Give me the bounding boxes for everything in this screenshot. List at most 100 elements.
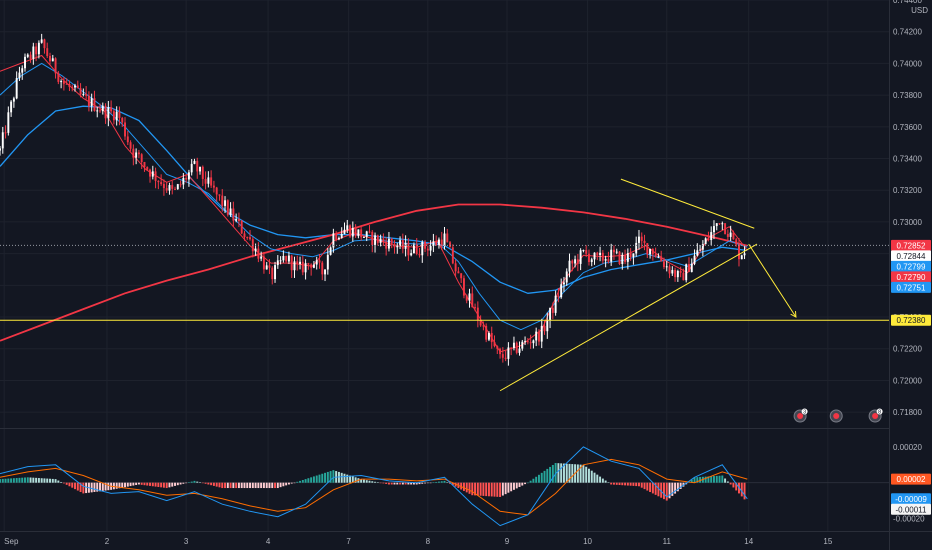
macd-histogram-bar: [193, 480, 196, 483]
candle-body: [604, 259, 607, 261]
candle-body: [471, 293, 474, 308]
candle-body: [207, 177, 210, 184]
price-label-text: 0.72844: [897, 252, 926, 261]
candle-body: [54, 58, 57, 74]
macd-histogram-bar: [615, 482, 618, 485]
candle-body: [179, 184, 182, 186]
candle-body: [418, 253, 421, 256]
macd-histogram-bar: [726, 481, 729, 483]
candle-body: [693, 255, 696, 264]
price-label-text: 0.72790: [897, 273, 926, 282]
candle-body: [249, 237, 252, 240]
candle-body: [357, 229, 360, 237]
candle-body: [290, 255, 293, 271]
candle-body: [724, 223, 727, 235]
macd-histogram-bar: [332, 470, 335, 483]
candle-body: [90, 98, 93, 107]
macd-histogram-bar: [57, 480, 60, 483]
candle-body: [649, 248, 652, 255]
candle-body: [265, 265, 268, 270]
candle-body: [674, 270, 677, 278]
candle-body: [362, 236, 365, 238]
macd-histogram-bar: [371, 481, 374, 483]
candle-body: [374, 235, 377, 245]
candle-body: [82, 93, 85, 95]
candle-body: [93, 98, 96, 111]
macd-histogram-bar: [415, 482, 418, 485]
macd-histogram-bar: [215, 482, 218, 487]
drawings[interactable]: [499, 178, 797, 392]
time-tick-label: 11: [663, 537, 672, 546]
macd-histogram-bar: [649, 482, 652, 492]
macd-histogram-bar: [104, 482, 107, 491]
candle-body: [593, 252, 596, 260]
macd-histogram-bar: [443, 480, 446, 483]
candle-body: [526, 341, 529, 343]
candle-body: [237, 219, 240, 222]
macd-histogram-bar: [174, 482, 176, 486]
candle-body: [615, 251, 618, 253]
candle-body: [171, 185, 174, 189]
candle-body: [360, 229, 363, 238]
price-label-text: 0.00002: [897, 475, 926, 484]
macd-histogram-bar: [71, 482, 74, 488]
candle-body: [537, 331, 540, 342]
macd-histogram-bar: [674, 482, 677, 494]
candle-body: [124, 122, 126, 137]
candle-body: [99, 110, 101, 112]
macd-pane: [0, 446, 889, 527]
macd-histogram-bar: [718, 475, 721, 483]
candle-body: [571, 260, 574, 264]
candle-body: [560, 284, 563, 298]
macd-histogram-bar: [582, 464, 585, 483]
candle-body: [243, 233, 246, 237]
candle-body: [668, 266, 671, 274]
macd-histogram-bar: [676, 482, 679, 492]
macd-histogram-bar: [268, 482, 271, 489]
macd-histogram-bar: [451, 482, 454, 486]
price-label-text: 0.72751: [897, 283, 926, 292]
macd-histogram-bar: [226, 482, 229, 489]
macd-histogram-bar: [176, 482, 179, 486]
candle-body: [215, 187, 218, 195]
macd-histogram-bar: [585, 466, 588, 483]
candle-body: [465, 295, 468, 301]
candle-body: [104, 105, 107, 119]
macd-histogram-bar: [387, 482, 390, 485]
candle-body: [129, 142, 132, 149]
macd-histogram-bar: [665, 482, 668, 501]
candle-body: [199, 166, 201, 172]
macd-histogram-bar: [646, 482, 649, 491]
macd-histogram-bar: [729, 482, 732, 485]
candle-body: [568, 260, 571, 272]
event-flag-dot: [872, 413, 879, 419]
macd-histogram-bar: [257, 482, 260, 489]
candle-body: [115, 111, 118, 121]
macd-histogram-bar: [696, 477, 699, 483]
macd-histogram-bar: [301, 480, 304, 483]
macd-histogram-bar: [571, 464, 574, 483]
currency-label: USD: [911, 6, 928, 15]
macd-histogram-bar: [165, 482, 168, 489]
time-axis[interactable]: Sep 2 3 4 7 8 9 10 11 14 15: [4, 537, 833, 546]
candle-body: [149, 169, 151, 177]
macd-histogram-bar: [437, 481, 440, 483]
price-label-box: [891, 260, 931, 272]
macd-histogram-bar: [396, 482, 399, 485]
macd-histogram-bar: [379, 482, 382, 484]
candle-body: [351, 227, 354, 237]
macd-histogram-bar: [468, 482, 471, 494]
macd-histogram-bar: [310, 477, 313, 483]
candle-body: [426, 248, 429, 251]
candle-body: [135, 152, 138, 158]
macd-histogram-bar: [362, 479, 365, 483]
candle-body: [271, 267, 274, 280]
candle-body: [446, 233, 449, 243]
candle-body: [460, 273, 463, 279]
candle-body: [182, 177, 185, 185]
macd-histogram-bar: [579, 464, 582, 483]
macd-histogram-bar: [365, 480, 368, 483]
